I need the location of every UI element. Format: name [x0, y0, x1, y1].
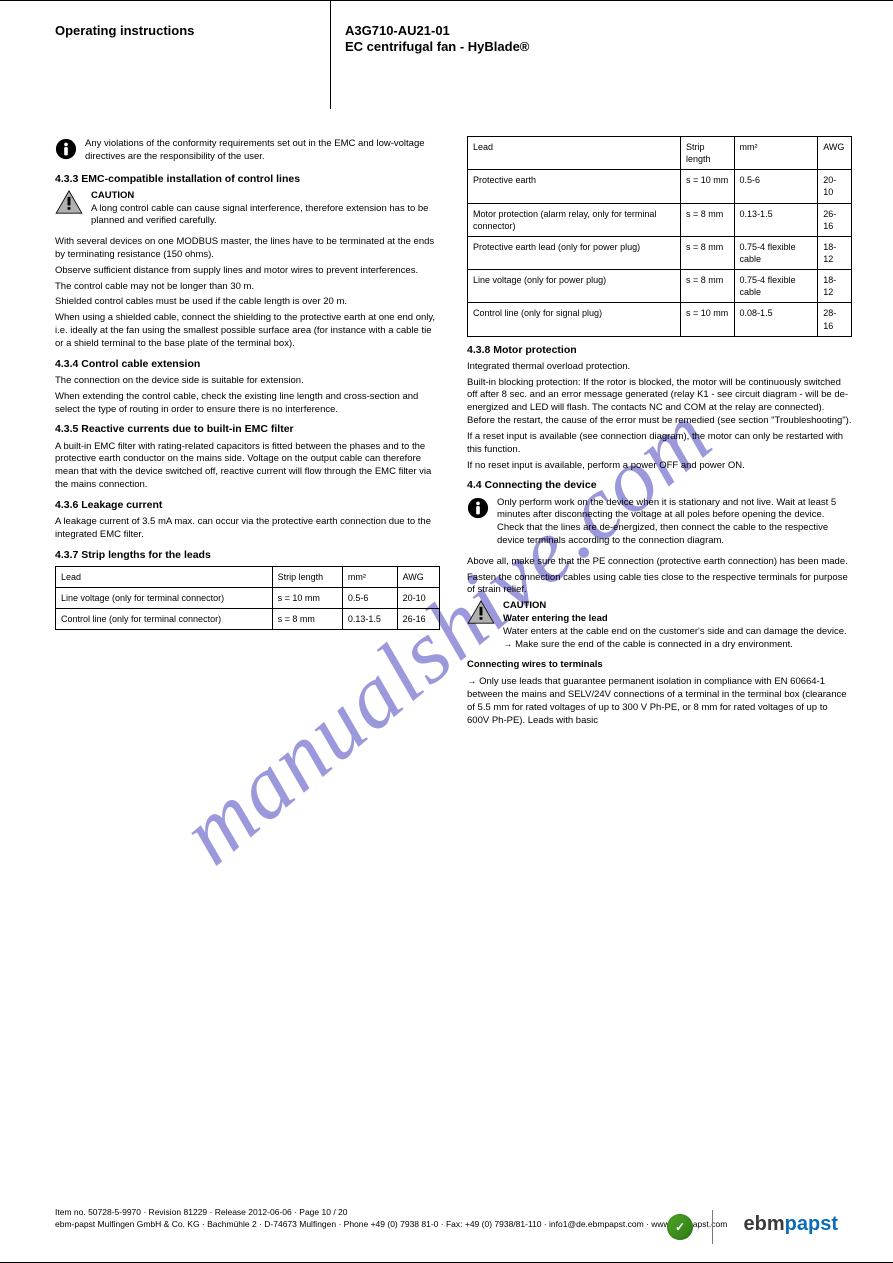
t1-h2: mm² — [342, 566, 397, 587]
ebmpapst-logo: ebmpapst — [744, 1211, 838, 1238]
info-note: Any violations of the conformity require… — [55, 138, 440, 164]
para-438c: If a reset input is available (see conne… — [467, 431, 852, 457]
t1-h3: AWG — [397, 566, 439, 587]
section-heading-connect-wires: Connecting wires to terminals — [467, 659, 852, 672]
warning-icon — [467, 600, 495, 624]
section-heading-4-4: 4.4 Connecting the device — [467, 478, 852, 492]
section-heading-4-3-4: 4.3.4 Control cable extension — [55, 357, 440, 371]
header-right: A3G710-AU21-01 EC centrifugal fan - HyBl… — [345, 23, 615, 56]
t2-h3: AWG — [818, 137, 852, 170]
caution-block-left: CAUTION A long control cable can cause s… — [55, 190, 440, 228]
para-433c: The control cable may not be longer than… — [55, 281, 440, 294]
strip-length-table-2: Lead Strip length mm² AWG Protective ear… — [467, 136, 852, 337]
para-438a: Integrated thermal overload protection. — [467, 361, 852, 374]
caution-body-left: A long control cable can cause signal in… — [91, 203, 428, 227]
para-434b: When extending the control cable, check … — [55, 391, 440, 417]
t2-h2: mm² — [734, 137, 818, 170]
logo-part1: ebm — [744, 1213, 785, 1235]
doc-type-label: Operating instructions — [55, 23, 325, 39]
caution-title-right: CAUTION — [503, 600, 546, 611]
caution-subhead-right: Water entering the lead — [503, 613, 608, 624]
table-row: Line voltage (only for power plug) s = 8… — [468, 270, 852, 303]
para-44a: Above all, make sure that the PE connect… — [467, 556, 852, 569]
caution-right-text: CAUTION Water entering the lead Water en… — [503, 600, 852, 651]
para-434a: The connection on the device side is sui… — [55, 375, 440, 388]
t2-h0: Lead — [468, 137, 681, 170]
table-row: Control line (only for signal plug) s = … — [468, 303, 852, 336]
info-note-text: Any violations of the conformity require… — [85, 138, 440, 164]
para-433a: With several devices on one MODBUS maste… — [55, 236, 440, 262]
section-heading-4-3-3: 4.3.3 EMC-compatible installation of con… — [55, 172, 440, 186]
header-left: Operating instructions — [55, 23, 325, 39]
t2-h1: Strip length — [681, 137, 735, 170]
page-container: Operating instructions A3G710-AU21-01 EC… — [0, 0, 893, 1263]
info-note-right: Only perform work on the device when it … — [467, 497, 852, 548]
para-436: A leakage current of 3.5 mA max. can occ… — [55, 516, 440, 542]
product-name: EC centrifugal fan - HyBlade® — [345, 39, 615, 55]
para-433e: When using a shielded cable, connect the… — [55, 312, 440, 350]
header-divider — [330, 1, 331, 109]
info-note-right-text: Only perform work on the device when it … — [497, 497, 852, 548]
caution-left-text: CAUTION A long control cable can cause s… — [91, 190, 440, 228]
strip-length-table-1: Lead Strip length mm² AWG Line voltage (… — [55, 566, 440, 630]
right-column: Lead Strip length mm² AWG Protective ear… — [467, 136, 852, 730]
section-heading-4-3-7: 4.3.7 Strip lengths for the leads — [55, 548, 440, 562]
para-433b: Observe sufficient distance from supply … — [55, 265, 440, 278]
model-number: A3G710-AU21-01 — [345, 23, 615, 39]
t1-h1: Strip length — [272, 566, 342, 587]
para-433d: Shielded control cables must be used if … — [55, 296, 440, 309]
footer-company-info: ebm-papst Mulfingen GmbH & Co. KG · Bach… — [55, 1219, 727, 1230]
caution-block-right: CAUTION Water entering the lead Water en… — [467, 600, 852, 651]
table-row: Protective earth lead (only for power pl… — [468, 236, 852, 269]
para-438d: If no reset input is available, perform … — [467, 460, 852, 473]
info-icon — [55, 138, 77, 160]
page-footer: Item no. 50728-5-9970 · Revision 81229 ·… — [0, 1204, 893, 1254]
section-heading-4-3-5: 4.3.5 Reactive currents due to built-in … — [55, 422, 440, 436]
footer-item-revision: Item no. 50728-5-9970 · Revision 81229 ·… — [55, 1207, 348, 1218]
section-heading-4-3-8: 4.3.8 Motor protection — [467, 343, 852, 357]
t1-h0: Lead — [56, 566, 273, 587]
section-heading-4-3-6: 4.3.6 Leakage current — [55, 498, 440, 512]
green-tech-badge-icon — [667, 1214, 693, 1240]
table-row: Control line (only for terminal connecto… — [56, 609, 440, 630]
table-row: Motor protection (alarm relay, only for … — [468, 203, 852, 236]
left-column: Any violations of the conformity require… — [55, 136, 440, 630]
para-438b: Built-in blocking protection: If the rot… — [467, 377, 852, 428]
caution-title-left: CAUTION — [91, 190, 134, 201]
warning-icon — [55, 190, 83, 214]
info-icon — [467, 497, 489, 519]
logo-part2: papst — [785, 1213, 838, 1235]
table-row: Protective earth s = 10 mm 0.5-6 20-10 — [468, 170, 852, 203]
table-row: Line voltage (only for terminal connecto… — [56, 587, 440, 608]
connect-arrow-line: → Only use leads that guarantee permanen… — [467, 676, 852, 727]
caution-line-r0: Water enters at the cable end on the cus… — [503, 626, 847, 637]
footer-divider — [712, 1210, 713, 1244]
caution-line-r1: → Make sure the end of the cable is conn… — [503, 639, 793, 650]
para-435: A built-in EMC filter with rating-relate… — [55, 441, 440, 492]
para-44b: Fasten the connection cables using cable… — [467, 572, 852, 598]
